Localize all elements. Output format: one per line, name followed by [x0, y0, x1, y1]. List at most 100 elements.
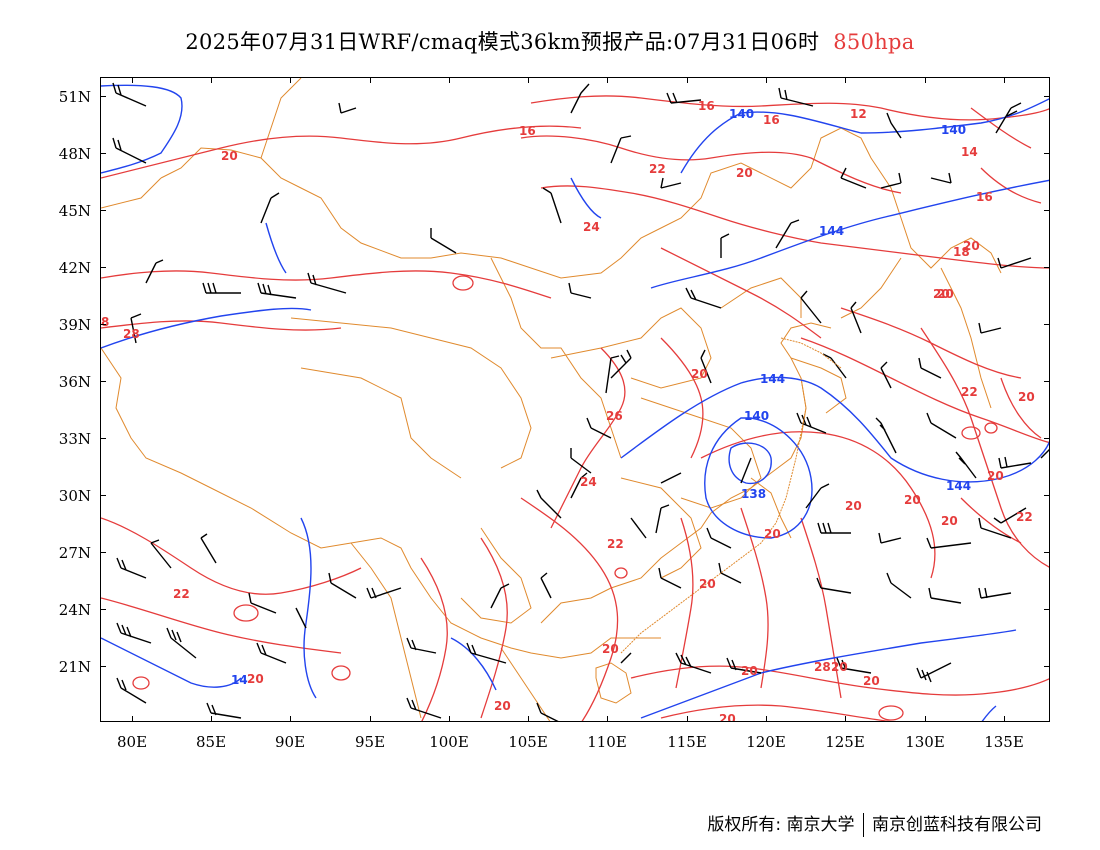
lon-tick-mark: [370, 716, 371, 722]
lat-tick-mark: [100, 324, 106, 325]
lon-tick-mark: [290, 77, 291, 83]
copyright-org-university: 南京大学: [786, 815, 855, 835]
lon-label: 95E: [354, 733, 386, 751]
lat-tick-mark: [100, 210, 106, 211]
temperature-label: 22: [961, 385, 978, 399]
lat-label: 33N: [58, 430, 91, 448]
temperature-label: 20: [247, 672, 264, 686]
lon-tick-mark: [687, 77, 688, 83]
temperature-label: 28: [814, 660, 831, 674]
temperature-label: 26: [606, 409, 623, 423]
title-main: 2025年07月31日WRF/cmaq模式36km预报产品:07月31日06时: [185, 30, 820, 54]
temperature-label: 8: [101, 315, 109, 329]
temperature-label: 28: [123, 327, 140, 341]
lon-label: 130E: [905, 733, 945, 751]
temperature-label: 20: [1018, 390, 1035, 404]
lat-label: 24N: [58, 601, 91, 619]
temperature-label: 22: [173, 587, 190, 601]
temperature-label: 20: [719, 712, 736, 722]
height-label: 140: [941, 123, 966, 137]
temperature-label: 20: [221, 149, 238, 163]
lon-tick-mark: [211, 716, 212, 722]
lon-label: 85E: [195, 733, 227, 751]
lon-label: 90E: [274, 733, 306, 751]
temperature-label: 24: [580, 475, 597, 489]
temperature-label: 16: [519, 124, 536, 138]
lat-label: 48N: [58, 145, 91, 163]
contour-label-layer: 140 140 144 144 140 138 144 14 16 16 12 …: [101, 99, 1035, 722]
height-contours: [101, 84, 1049, 721]
temperature-label: 20: [845, 499, 862, 513]
lon-label: 120E: [746, 733, 786, 751]
temperature-label: 16: [763, 113, 780, 127]
temperature-label: 22: [1016, 510, 1033, 524]
lon-tick-mark: [528, 77, 529, 83]
temperature-label: 20: [764, 527, 781, 541]
lon-tick-mark: [607, 716, 608, 722]
lon-label: 125E: [825, 733, 865, 751]
copyright-org-company: 南京创蓝科技有限公司: [872, 815, 1042, 835]
lon-tick-mark: [449, 77, 450, 83]
lat-tick-mark: [1044, 495, 1050, 496]
temperature-label: 20: [741, 664, 758, 678]
lon-tick-mark: [211, 77, 212, 83]
lat-tick-mark: [1044, 96, 1050, 97]
copyright-footer: 版权所有: 南京大学 南京创蓝科技有限公司: [707, 810, 1042, 837]
lon-label: 80E: [116, 733, 148, 751]
lon-label: 100E: [429, 733, 469, 751]
map-panel: 140 140 144 144 140 138 144 14 16 16 12 …: [100, 77, 1050, 722]
lat-tick-mark: [1044, 381, 1050, 382]
temperature-label: 20: [933, 287, 950, 301]
lat-tick-mark: [100, 438, 106, 439]
coastline: [620, 337, 842, 654]
lon-tick-mark: [845, 716, 846, 722]
temperature-label: 20: [941, 514, 958, 528]
lon-tick-mark: [925, 716, 926, 722]
temperature-label: 22: [649, 162, 666, 176]
lat-tick-mark: [1044, 552, 1050, 553]
lon-tick-mark: [1004, 77, 1005, 83]
temperature-label: 18: [953, 245, 970, 259]
lon-tick-mark: [766, 77, 767, 83]
lon-tick-mark: [132, 77, 133, 83]
temperature-label: 24: [583, 220, 600, 234]
lat-tick-mark: [100, 495, 106, 496]
height-label: 14: [231, 673, 248, 687]
map-title: 2025年07月31日WRF/cmaq模式36km预报产品:07月31日06时 8…: [0, 26, 1100, 56]
lat-label: 45N: [58, 202, 91, 220]
lat-label: 42N: [58, 259, 91, 277]
lat-label: 51N: [58, 88, 91, 106]
temperature-label: 20: [904, 493, 921, 507]
lat-tick-mark: [1044, 210, 1050, 211]
lon-label: 115E: [667, 733, 707, 751]
pressure-level-label: 850hpa: [833, 30, 915, 54]
temperature-label: 20: [699, 577, 716, 591]
lat-tick-mark: [1044, 153, 1050, 154]
lat-label: 30N: [58, 487, 91, 505]
temperature-label: 16: [976, 190, 993, 204]
temperature-label: 20: [963, 239, 980, 253]
lon-tick-mark: [290, 716, 291, 722]
lon-tick-mark: [766, 716, 767, 722]
lon-tick-mark: [132, 716, 133, 722]
lat-tick-mark: [100, 381, 106, 382]
lat-tick-mark: [100, 96, 106, 97]
height-label: 138: [741, 487, 766, 501]
temperature-label: 20: [691, 367, 708, 381]
lon-tick-mark: [1004, 716, 1005, 722]
lat-tick-mark: [1044, 324, 1050, 325]
lat-tick-mark: [1044, 267, 1050, 268]
lon-tick-mark: [528, 716, 529, 722]
temperature-label: 16: [698, 99, 715, 113]
lon-tick-mark: [845, 77, 846, 83]
temperature-label: 20: [831, 660, 848, 674]
lat-label: 36N: [58, 373, 91, 391]
height-label: 144: [819, 224, 844, 238]
lon-tick-mark: [607, 77, 608, 83]
temperature-contours: [101, 95, 1049, 721]
temperature-label: 12: [850, 107, 867, 121]
footer-divider: [862, 813, 864, 837]
temperature-label: 20: [494, 699, 511, 713]
temperature-label: 20: [736, 166, 753, 180]
temperature-label: 20: [937, 287, 954, 301]
